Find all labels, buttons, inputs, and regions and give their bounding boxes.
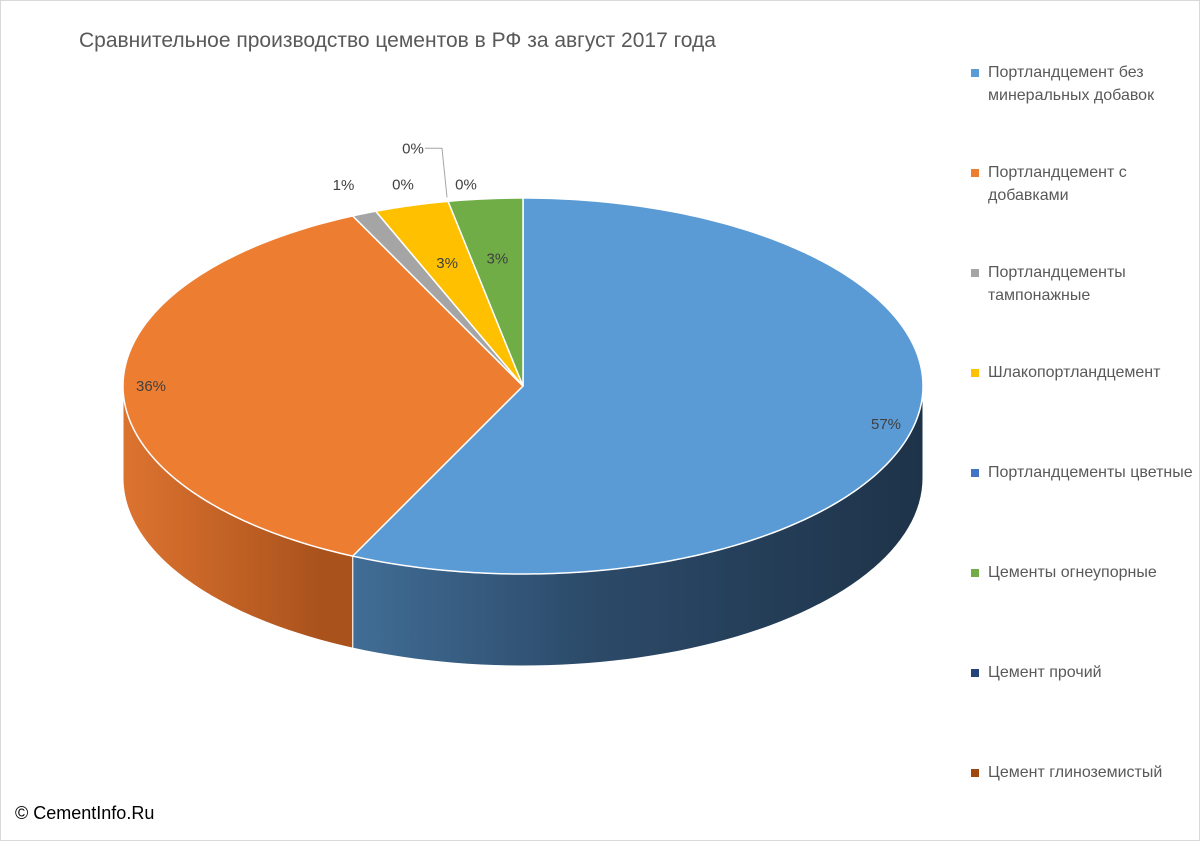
pie-slice-0 (351, 197, 924, 575)
legend-item: Портландцемент без минеральных добавок (971, 61, 1193, 107)
legend-label: Шлакопортландцемент (988, 364, 1161, 381)
copyright-text: © CementInfo.Ru (15, 803, 155, 823)
legend-swatch (971, 69, 979, 77)
pie-slice-2 (351, 210, 524, 387)
legend-swatch (971, 169, 979, 177)
legend-item: Цементы огнеупорные (971, 561, 1193, 584)
pie-slice-1 (122, 215, 525, 557)
data-label-0: 57% (871, 416, 901, 433)
legend-swatch (971, 769, 979, 777)
legend-swatch (971, 369, 979, 377)
data-label-5: 3% (487, 251, 509, 268)
pie-slice-3 (374, 200, 524, 387)
legend-label: Портландцемент без минеральных добавок (988, 64, 1155, 104)
data-label-7: 0% (455, 176, 477, 193)
legend-label: Портландцемент с добавками (988, 164, 1127, 204)
data-label-1: 36% (136, 378, 166, 395)
legend-label: Портландцементы цветные (988, 464, 1193, 481)
data-label-2: 1% (333, 177, 355, 194)
leader-line-6 (425, 147, 448, 198)
legend-item: Цемент глиноземистый (971, 761, 1193, 784)
legend-swatch (971, 569, 979, 577)
legend-item: Портландцемент с добавками (971, 161, 1193, 207)
legend-label: Портландцементы тампонажные (988, 264, 1126, 304)
legend-item: Портландцементы цветные (971, 461, 1193, 484)
legend-label: Цемент глиноземистый (988, 764, 1163, 781)
data-label-3: 3% (436, 255, 458, 272)
legend-swatch (971, 269, 979, 277)
data-label-6: 0% (402, 140, 424, 157)
legend-swatch (971, 669, 979, 677)
legend-item: Цемент прочий (971, 661, 1193, 684)
legend-label: Цементы огнеупорные (988, 564, 1157, 581)
legend-item: Портландцементы тампонажные (971, 261, 1193, 307)
legend-swatch (971, 469, 979, 477)
chart-title: Сравнительное производство цементов в РФ… (79, 29, 716, 52)
data-label-4: 0% (392, 176, 414, 193)
legend-label: Цемент прочий (988, 664, 1102, 681)
pie-slice-5 (446, 197, 524, 387)
legend-item: Шлакопортландцемент (971, 361, 1193, 384)
